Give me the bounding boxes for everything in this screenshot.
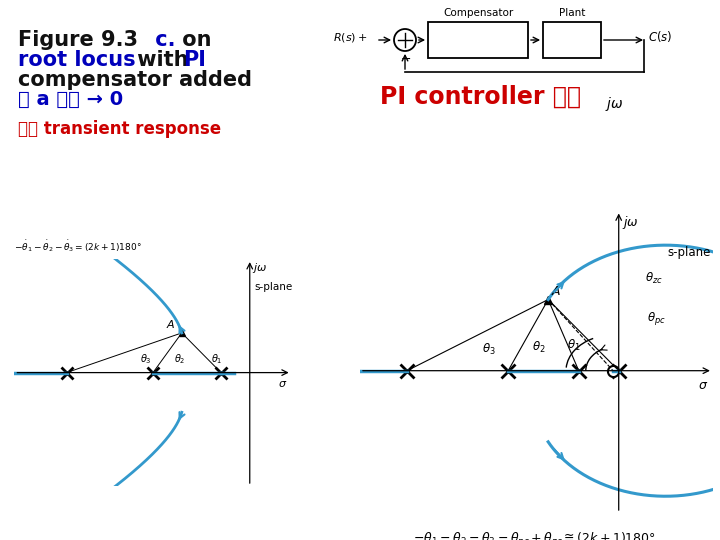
- Text: Compensator: Compensator: [443, 8, 513, 18]
- Text: compensator added: compensator added: [18, 70, 252, 90]
- Text: PI: PI: [183, 50, 206, 70]
- Text: $K(s+a)$: $K(s+a)$: [455, 27, 501, 42]
- Text: 當 a 甚小 → 0: 當 a 甚小 → 0: [18, 90, 123, 109]
- Text: Plant: Plant: [559, 8, 585, 18]
- Text: A: A: [552, 285, 560, 298]
- Text: with: with: [130, 50, 196, 70]
- Text: c.: c.: [148, 30, 176, 50]
- Text: $\theta_3$: $\theta_3$: [140, 352, 152, 366]
- Text: $\theta_2$: $\theta_2$: [531, 340, 545, 355]
- Text: $\theta_{pc}$: $\theta_{pc}$: [647, 310, 666, 327]
- Text: $j\omega$: $j\omega$: [253, 261, 268, 275]
- Text: s-plane: s-plane: [254, 282, 292, 292]
- Text: $\sigma$: $\sigma$: [278, 380, 287, 389]
- Text: $-\theta_1 - \theta_2 - \theta_3 - \theta_{pc} + \theta_{zc} \cong (2k+1)180°$: $-\theta_1 - \theta_2 - \theta_3 - \thet…: [413, 531, 655, 540]
- Text: $-\dot{\theta}_1 - \dot{\theta}_2 - \dot{\theta}_3 = (2k+1)180°$: $-\dot{\theta}_1 - \dot{\theta}_2 - \dot…: [14, 238, 142, 253]
- Text: −: −: [401, 53, 411, 66]
- Text: $j\omega$: $j\omega$: [605, 95, 624, 113]
- Text: $s$: $s$: [474, 43, 482, 56]
- Text: $C(s)$: $C(s)$: [648, 30, 672, 44]
- Text: on: on: [175, 30, 212, 50]
- Text: $j\omega$: $j\omega$: [623, 214, 639, 231]
- Text: $\theta_{zc}$: $\theta_{zc}$: [644, 271, 662, 286]
- Text: $\theta_2$: $\theta_2$: [174, 352, 186, 366]
- Text: A: A: [166, 320, 174, 330]
- Text: s-plane: s-plane: [667, 246, 711, 259]
- Text: $\sigma$: $\sigma$: [698, 379, 708, 392]
- Text: 不變 transient response: 不變 transient response: [18, 120, 221, 138]
- Bar: [428, 22, 528, 58]
- Text: $R(s)+$: $R(s)+$: [333, 30, 368, 44]
- Text: $\theta_1$: $\theta_1$: [210, 352, 222, 366]
- Text: $\theta_3$: $\theta_3$: [482, 342, 496, 357]
- Text: $\theta_1$: $\theta_1$: [567, 339, 580, 354]
- Text: Figure 9.3: Figure 9.3: [18, 30, 138, 50]
- Text: PI controller 補償: PI controller 補償: [380, 85, 581, 109]
- Text: root locus: root locus: [18, 50, 135, 70]
- Bar: [543, 22, 601, 58]
- Text: $G(s)$: $G(s)$: [559, 32, 585, 48]
